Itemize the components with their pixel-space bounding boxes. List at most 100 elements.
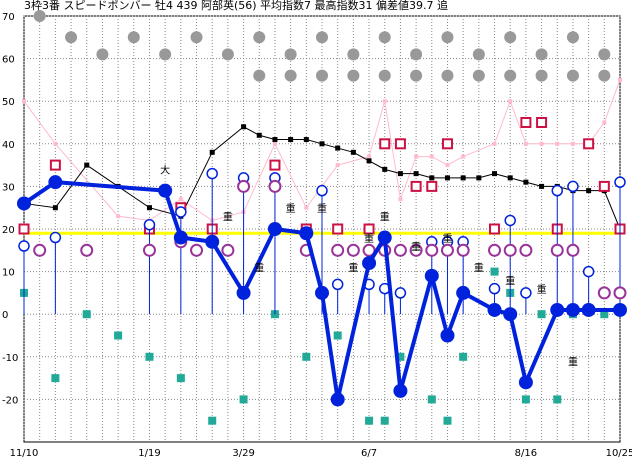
gray-top-point (316, 31, 328, 44)
gray-top-point (441, 31, 454, 44)
main-series-point (330, 392, 345, 407)
magenta-circle-point (33, 243, 47, 257)
x-tick-label: 8/16 (515, 448, 537, 459)
red-square-point (441, 138, 453, 150)
gray-top-point (65, 31, 78, 44)
average-point (492, 171, 498, 177)
pink-series-point (570, 141, 575, 146)
teal-square-point (145, 352, 154, 361)
marker-label: 重 (223, 210, 233, 223)
pink-series-point (445, 163, 450, 168)
magenta-circle-point (613, 286, 627, 300)
main-series-point (205, 234, 220, 249)
y-tick-label: -10 (2, 353, 18, 364)
teal-square-point (427, 395, 436, 404)
magenta-circle-point (409, 243, 423, 257)
average-point (476, 175, 482, 181)
gray-top-point (253, 31, 266, 44)
magenta-circle-point (80, 243, 94, 257)
main-series-point (424, 268, 439, 283)
magenta-circle-point (456, 243, 470, 257)
average-point (429, 175, 435, 181)
marker-label: 重 (286, 202, 296, 215)
marker-label: 重 (254, 262, 264, 275)
average-point (146, 205, 152, 211)
magenta-circle-point (346, 243, 360, 257)
hollow-circle-point (520, 287, 532, 299)
hollow-circle-point (143, 218, 156, 231)
magenta-circle-point (190, 243, 204, 257)
average-point (586, 188, 592, 194)
gray-mid-point (441, 69, 454, 82)
average-point (209, 149, 215, 155)
main-series-point (487, 302, 502, 317)
hollow-circle-point (551, 184, 564, 197)
pink-series-point (272, 141, 277, 146)
gray-top-point (410, 48, 423, 61)
marker-label: 重 (317, 202, 327, 215)
y-tick-label: 70 (2, 12, 15, 23)
hollow-circle-point (49, 231, 62, 244)
teal-square-point (333, 331, 342, 340)
main-series-point (158, 183, 173, 198)
magenta-circle-point (142, 243, 156, 257)
marker-label: 重 (568, 355, 578, 368)
teal-square-point (302, 352, 311, 361)
average-point (84, 162, 90, 168)
main-series-point (315, 285, 329, 300)
main-series-point (362, 256, 377, 271)
magenta-circle-point (550, 243, 564, 257)
magenta-circle-point (221, 243, 235, 257)
main-series-point (518, 375, 533, 390)
hollow-circle-point (567, 180, 579, 193)
teal-square-point (459, 352, 468, 361)
teal-square-point (553, 395, 562, 404)
gray-mid-point (472, 69, 485, 82)
red-square-point (332, 223, 344, 235)
magenta-circle-point (393, 243, 407, 257)
main-series-point (377, 230, 392, 245)
red-square-point (49, 159, 61, 171)
red-square-point (536, 117, 548, 128)
marker-label: 重 (380, 210, 390, 223)
gray-top-point (378, 31, 391, 44)
pink-series-point (555, 141, 560, 146)
average-point (288, 137, 294, 143)
gray-mid-point (598, 69, 611, 82)
pink-series-point (178, 197, 183, 202)
gray-mid-point (284, 69, 297, 82)
magenta-circle-point (268, 179, 282, 193)
gray-mid-point (316, 69, 328, 82)
pink-series-point (508, 99, 513, 104)
hollow-circle-point (614, 176, 626, 188)
y-tick-label: 30 (2, 182, 15, 193)
magenta-circle-point (503, 243, 517, 257)
hollow-circle-point (175, 206, 187, 218)
red-square-point (598, 180, 610, 192)
y-tick-label: -20 (2, 395, 18, 406)
magenta-circle-point (425, 243, 439, 257)
average-point (350, 149, 356, 155)
pink-series-point (492, 141, 497, 146)
teal-square-point (82, 310, 91, 319)
gray-mid-point (566, 69, 579, 82)
hollow-circle-point (18, 240, 30, 252)
magenta-circle-point (519, 243, 533, 257)
hollow-circle-point (206, 167, 218, 180)
red-square-point (426, 180, 438, 192)
gray-top-point (504, 31, 517, 44)
magenta-circle-point (440, 243, 454, 257)
marker-label: 重 (474, 262, 484, 275)
gray-top-point (472, 48, 485, 61)
main-series-point (613, 302, 627, 317)
teal-square-point (521, 395, 530, 404)
gray-top-point (221, 48, 234, 61)
gray-top-point (33, 10, 46, 22)
gray-mid-point (535, 69, 548, 82)
chart-title: 3枠3番 スピードボンバー 牡4 439 阿部英(56) 平均指数7 最高指数3… (24, 0, 449, 12)
teal-square-point (537, 310, 546, 319)
teal-square-point (51, 374, 60, 383)
y-tick-label: 40 (2, 140, 15, 151)
